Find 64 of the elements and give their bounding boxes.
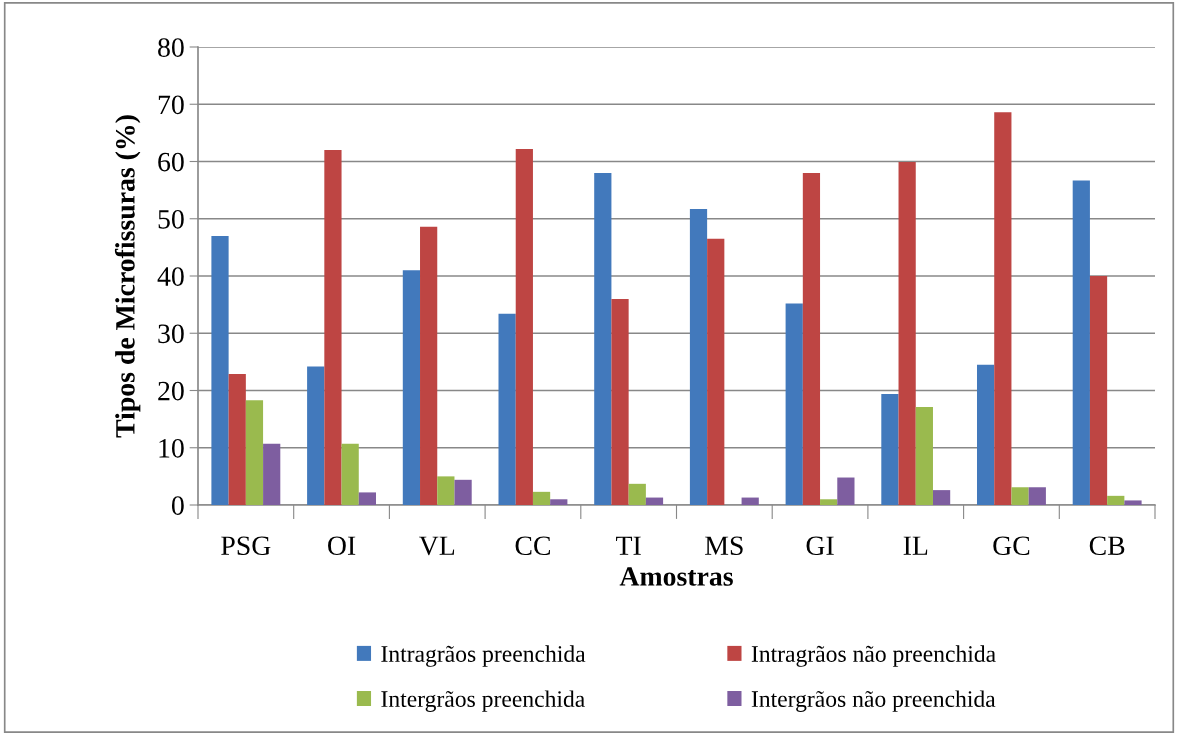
bar [611, 298, 629, 505]
bar [341, 443, 359, 505]
bar [802, 172, 821, 505]
legend-label: Intragrãos preenchida [381, 645, 586, 667]
bar [837, 477, 855, 505]
bar [628, 483, 646, 505]
x-tick-label: VL [419, 536, 455, 556]
bar [454, 479, 472, 505]
bar [515, 148, 533, 505]
bar [741, 497, 759, 505]
bar [898, 162, 916, 505]
y-tick-label: 20 [158, 381, 184, 401]
bar [324, 150, 342, 505]
bar [1072, 180, 1090, 505]
bar [707, 238, 725, 505]
x-tick-label: CB [1089, 536, 1125, 556]
bar [881, 393, 899, 505]
bar [785, 303, 803, 505]
bar [994, 112, 1012, 505]
bar [420, 226, 438, 505]
bar [1011, 487, 1029, 505]
y-tick-label: 10 [159, 438, 184, 458]
bar [228, 373, 246, 505]
bar [820, 499, 838, 505]
legend-label: Intergrãos preenchida [381, 690, 585, 712]
y-tick-label: 0 [171, 496, 184, 515]
bar [211, 235, 229, 505]
x-axis-title: Amostras [619, 567, 733, 586]
bar [1107, 495, 1125, 505]
y-tick-label: 60 [158, 152, 184, 172]
bar [245, 400, 264, 505]
bar [932, 490, 951, 505]
bar [915, 407, 933, 505]
y-tick-label: 80 [158, 38, 184, 57]
bar [550, 499, 568, 505]
y-tick-label: 50 [158, 209, 184, 229]
bar [1028, 487, 1046, 505]
x-tick-label: GI [806, 536, 834, 556]
bar [645, 497, 664, 505]
bar [594, 172, 612, 505]
bar [358, 492, 376, 505]
bar [1089, 276, 1108, 505]
legend-label: Intragrãos não preenchida [751, 645, 996, 667]
bar [402, 270, 421, 505]
bar [307, 366, 325, 505]
x-tick-label: OI [328, 536, 356, 556]
x-tick-label: TI [616, 536, 641, 555]
x-tick-label: CC [515, 536, 550, 556]
bar [437, 476, 455, 505]
bar [263, 443, 281, 505]
x-tick-label: GC [993, 536, 1030, 556]
x-tick-label: PSG [221, 536, 271, 556]
bar [532, 491, 551, 505]
x-tick-label: IL [903, 536, 928, 555]
bar [689, 209, 708, 505]
y-tick-label: 40 [157, 267, 184, 286]
y-tick-label: 30 [158, 324, 184, 344]
bar [977, 364, 995, 505]
x-tick-label: MS [705, 536, 743, 556]
y-tick-label: 70 [158, 95, 184, 115]
y-axis-title: Tipos de Microfissuras (%) [114, 115, 141, 438]
bar [498, 313, 516, 505]
legend-label: Intergrãos não preenchida [751, 690, 996, 712]
bar [1124, 500, 1142, 505]
